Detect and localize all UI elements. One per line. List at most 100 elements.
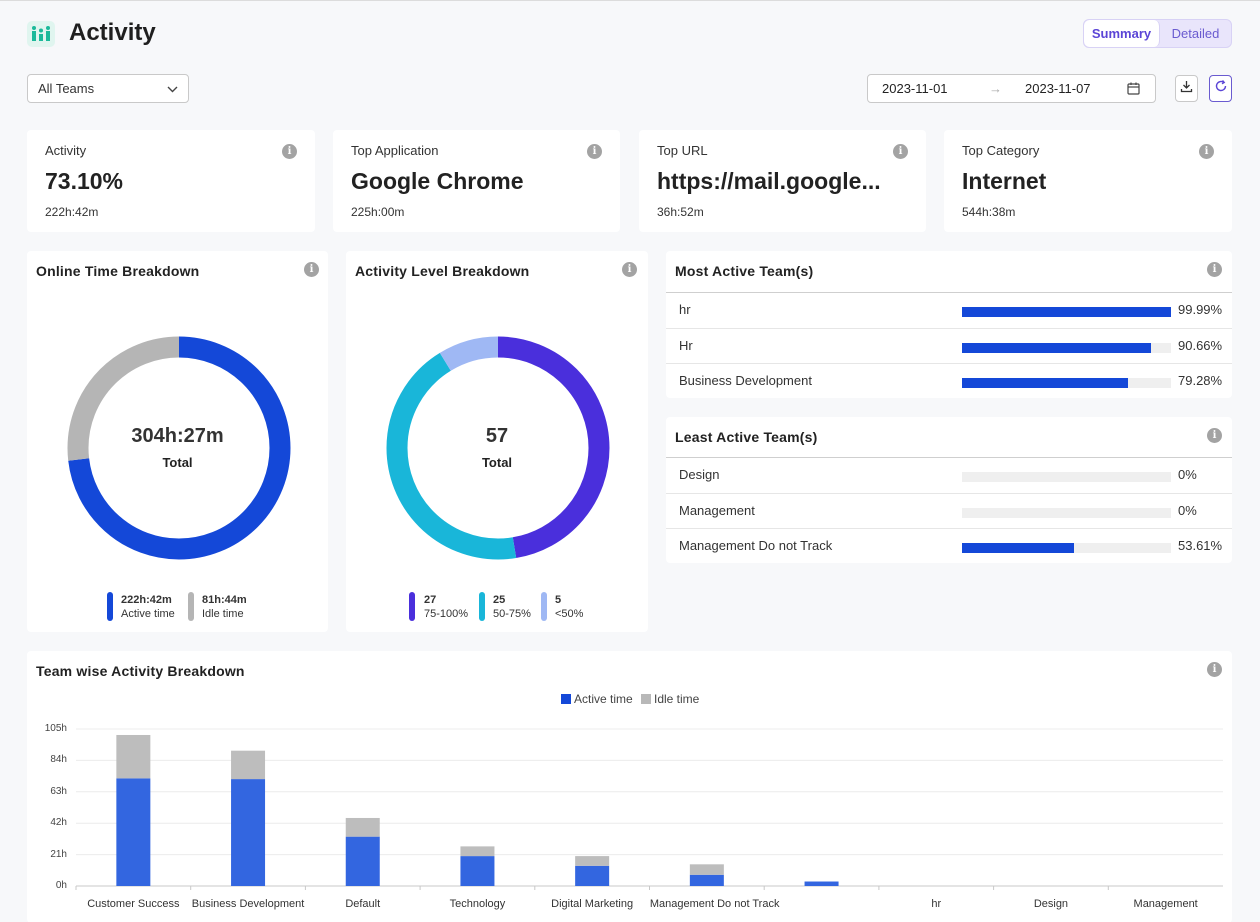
date-start[interactable]: 2023-11-01 [882, 81, 948, 96]
stat-card-activity: Activity i 73.10% 222h:42m [27, 130, 315, 232]
summary-tab[interactable]: Summary [1084, 20, 1160, 47]
team-percent: 0% [1178, 503, 1197, 518]
donut-center-label: Total [481, 455, 513, 470]
level-below-50-arc [386, 336, 610, 560]
panel-title: Team wise Activity Breakdown [36, 663, 245, 679]
y-tick-label: 63h [50, 785, 67, 797]
donut-center-label: Total [162, 455, 193, 470]
idle-time-arc [67, 336, 291, 560]
donut-center-value: 304h:27m [131, 425, 224, 447]
team-percent: 0% [1178, 467, 1197, 482]
stat-label: Top Category [962, 143, 1040, 158]
date-range-picker[interactable]: 2023-11-01 → 2023-11-07 [867, 74, 1156, 103]
team-name: Business Development [679, 373, 812, 388]
online-time-donut [67, 336, 291, 560]
x-tick-label: Management Do not Track [649, 898, 780, 910]
stat-value: 73.10% [45, 168, 124, 194]
download-button[interactable] [1175, 75, 1198, 102]
x-tick-label: Management [1133, 898, 1198, 910]
team-progress [962, 508, 1171, 518]
detailed-tab[interactable]: Detailed [1171, 26, 1220, 41]
chevron-down-icon [167, 81, 178, 96]
team-name: Design [679, 467, 720, 482]
info-icon[interactable]: i [304, 262, 319, 277]
bar-active-time [231, 779, 266, 886]
stat-sub: 36h:52m [657, 205, 704, 219]
panel-title: Least Active Team(s) [675, 429, 818, 445]
panel-title: Online Time Breakdown [36, 263, 200, 279]
legend-low: 5 <50% [555, 594, 584, 620]
team-progress [962, 543, 1171, 553]
date-end[interactable]: 2023-11-07 [1025, 81, 1091, 96]
y-tick-label: 105h [44, 723, 67, 734]
team-activity-chart-panel: Team wise Activity Breakdown i Active ti… [27, 651, 1232, 922]
legend-swatch-active [561, 694, 571, 704]
team-progress [962, 343, 1171, 353]
team-name: hr [679, 302, 691, 317]
y-tick-label: 42h [50, 817, 67, 829]
legend-swatch-low [541, 592, 547, 621]
team-row: Business Development 79.28% [666, 363, 1232, 398]
team-row: hr 99.99% [666, 293, 1232, 328]
online-time-panel: Online Time Breakdown i 304h:27m Total 2… [27, 251, 328, 632]
bar-active-time [689, 874, 724, 886]
activity-level-panel: Activity Level Breakdown i 57 Total 27 75… [346, 251, 648, 632]
app-logo-icon [27, 21, 55, 47]
y-tick-label: 0h [55, 880, 67, 891]
bar-idle-time [689, 864, 724, 875]
x-tick-label: Default [345, 898, 381, 910]
y-tick-label: 21h [50, 848, 67, 860]
team-select[interactable]: All Teams [27, 74, 189, 103]
team-percent: 90.66% [1178, 338, 1223, 353]
y-tick-label: 84h [50, 754, 67, 766]
team-row: Hr 90.66% [666, 328, 1232, 363]
stat-sub: 222h:42m [45, 205, 99, 219]
stat-sub: 225h:00m [351, 205, 405, 219]
calendar-icon[interactable] [1127, 82, 1140, 98]
stat-sub: 544h:38m [962, 205, 1016, 219]
legend-medium: 25 50-75% [493, 594, 531, 620]
bar-idle-time [460, 846, 495, 857]
bar-active-time [575, 865, 610, 886]
team-percent: 79.28% [1178, 373, 1223, 388]
team-name: Management [679, 503, 755, 518]
most-active-teams-panel: Most Active Team(s) i hr 99.99% Hr 90.66… [666, 251, 1232, 398]
team-bar-chart [75, 728, 1223, 890]
stat-value: https://mail.google... [657, 168, 881, 194]
legend-swatch-active [107, 592, 113, 621]
stat-card-top-url: Top URL i https://mail.google... 36h:52m [639, 130, 926, 232]
team-row: Management 0% [666, 493, 1232, 528]
info-icon[interactable]: i [282, 144, 297, 159]
bar-active-time [345, 836, 380, 886]
info-icon[interactable]: i [622, 262, 637, 277]
legend-swatch-idle [188, 592, 194, 621]
info-icon[interactable]: i [1207, 428, 1222, 443]
info-icon[interactable]: i [893, 144, 908, 159]
panel-title: Most Active Team(s) [675, 263, 814, 279]
team-percent: 99.99% [1178, 302, 1223, 317]
refresh-button[interactable] [1209, 75, 1232, 102]
x-tick-label: Business Development [191, 898, 305, 910]
team-row: Management Do not Track 53.61% [666, 528, 1232, 563]
stat-value: Internet [962, 168, 1047, 194]
team-name: Management Do not Track [679, 538, 833, 553]
legend-active: 222h:42m Active time [121, 594, 175, 620]
info-icon[interactable]: i [1207, 262, 1222, 277]
legend-high: 27 75-100% [424, 594, 469, 620]
stat-value: Google Chrome [351, 168, 524, 194]
team-select-value: All Teams [38, 81, 95, 96]
x-tick-label: Digital Marketing [551, 898, 634, 910]
legend-swatch-high [409, 592, 415, 621]
team-progress [962, 378, 1171, 388]
bar-idle-time [575, 856, 610, 866]
download-icon [1180, 80, 1193, 98]
info-icon[interactable]: i [1199, 144, 1214, 159]
stat-label: Top Application [351, 143, 439, 158]
x-tick-label: hr [931, 898, 942, 910]
team-progress [962, 472, 1171, 482]
info-icon[interactable]: i [587, 144, 602, 159]
bar-idle-time [345, 817, 380, 837]
bar-idle-time [116, 734, 151, 779]
info-icon[interactable]: i [1207, 662, 1222, 677]
level-50-75-arc [386, 336, 610, 560]
